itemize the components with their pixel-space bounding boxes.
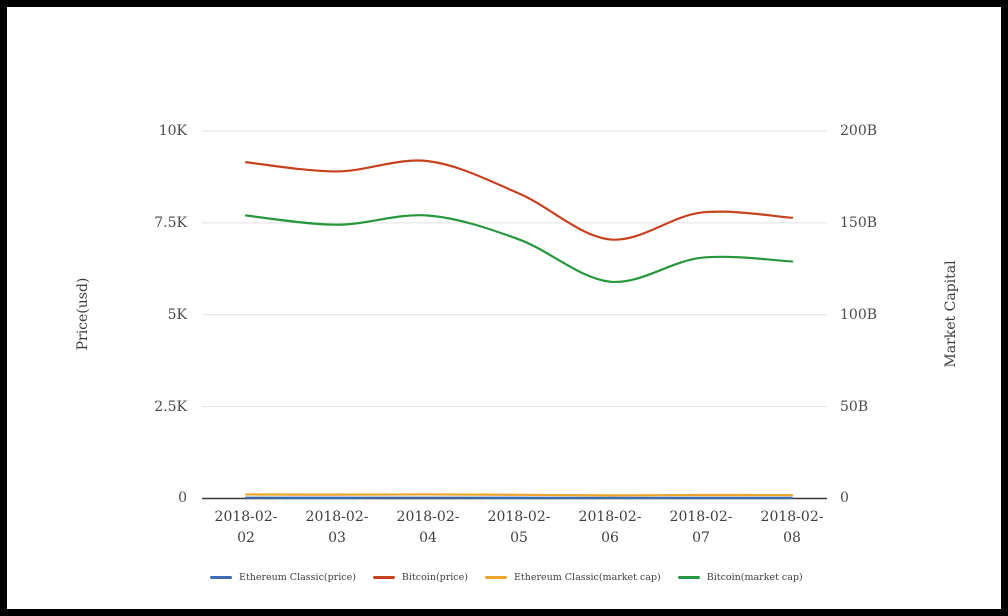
plot-area[interactable]	[7, 7, 1008, 616]
x-axis-tick: 2018-02- 04	[396, 509, 460, 546]
x-axis-tick: 2018-02- 03	[305, 509, 369, 546]
legend: Ethereum Classic(price) Bitcoin(price) E…	[210, 572, 803, 583]
legend-label: Ethereum Classic(price)	[239, 572, 356, 583]
line-swatch-icon	[677, 576, 700, 579]
legend-item-bitcoin-price[interactable]: Bitcoin(price)	[372, 572, 468, 583]
right-axis-tick: 0	[840, 490, 849, 506]
x-axis-tick: 2018-02- 02	[214, 509, 278, 546]
left-axis-tick: 0	[178, 490, 187, 506]
x-axis-tick: 2018-02- 07	[669, 509, 733, 546]
left-axis-tick: 7.5K	[154, 215, 187, 231]
legend-item-ethereum-classic-price[interactable]: Ethereum Classic(price)	[210, 572, 356, 583]
series-line-bitcoin-price	[244, 159, 794, 241]
legend-label: Bitcoin(price)	[401, 572, 468, 583]
left-axis-title: Price(usd)	[75, 277, 91, 351]
left-axis-tick: 2.5K	[154, 399, 187, 415]
left-axis-tick: 10K	[158, 123, 187, 139]
right-axis-tick: 100B	[840, 307, 878, 323]
series-line-ethereum-classic-market-cap	[244, 493, 794, 497]
right-axis-tick: 200B	[840, 123, 878, 139]
series-line-bitcoin-market-cap	[244, 214, 794, 283]
line-swatch-icon	[210, 576, 232, 579]
right-axis-tick: 50B	[840, 399, 869, 415]
legend-item-bitcoin-market-cap[interactable]: Bitcoin(market cap)	[677, 572, 803, 583]
left-axis-tick: 5K	[167, 307, 187, 323]
x-axis-tick: 2018-02- 05	[487, 509, 551, 546]
legend-item-ethereum-classic-market-cap[interactable]: Ethereum Classic(market cap)	[484, 572, 661, 583]
line-swatch-icon	[372, 576, 395, 579]
right-axis-tick: 150B	[840, 215, 878, 231]
right-axis-title: Market Capital	[943, 260, 959, 368]
legend-label: Bitcoin(market cap)	[706, 572, 803, 583]
x-axis-tick: 2018-02- 08	[760, 509, 824, 546]
line-swatch-icon	[484, 576, 507, 579]
legend-label: Ethereum Classic(market cap)	[513, 572, 661, 583]
x-axis-tick: 2018-02- 06	[578, 509, 642, 546]
